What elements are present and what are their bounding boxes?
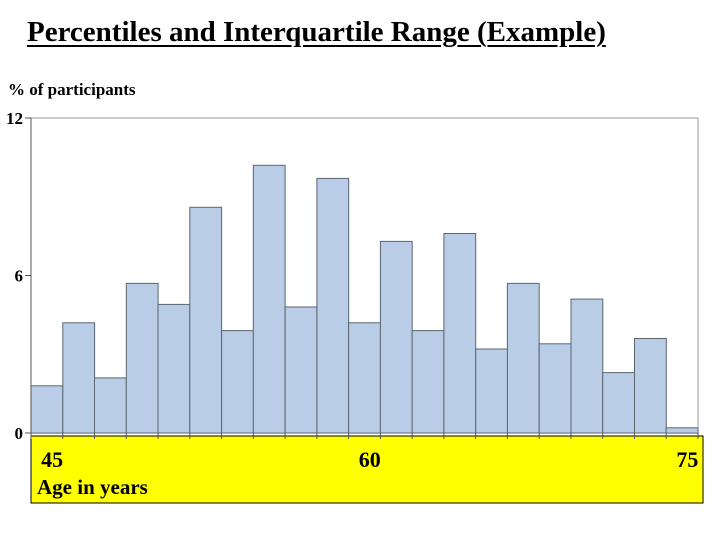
histogram-bar xyxy=(443,233,477,434)
histogram-bar xyxy=(62,322,96,434)
x-axis: 45 60 75 xyxy=(30,433,699,472)
y-axis-label: % of participants xyxy=(8,80,136,99)
y-tick-label: 12 xyxy=(6,109,23,128)
histogram-bar xyxy=(411,330,445,434)
histogram-bar xyxy=(348,322,381,434)
histogram-bar xyxy=(221,330,254,434)
histogram-bar xyxy=(252,164,286,434)
x-tick-label: 75 xyxy=(676,447,698,472)
x-axis-label: Age in years xyxy=(37,475,148,499)
y-tick-label: 0 xyxy=(15,424,24,443)
histogram-bar xyxy=(316,177,350,434)
histogram-bar xyxy=(602,372,636,434)
histogram-bar xyxy=(665,427,699,434)
histogram-bar xyxy=(538,343,572,434)
histogram-bar xyxy=(634,338,667,434)
histogram-bar xyxy=(475,348,509,434)
histogram-bar xyxy=(94,377,127,434)
histogram-bar xyxy=(284,306,318,434)
x-axis-highlight-box xyxy=(30,435,704,504)
y-tick-label: 6 xyxy=(15,267,24,286)
histogram-bars xyxy=(30,164,699,434)
histogram-bar xyxy=(157,303,191,434)
x-tick-label: 45 xyxy=(41,447,63,472)
histogram-bar xyxy=(189,206,223,434)
histogram-bar xyxy=(125,282,159,434)
x-tick-label: 60 xyxy=(359,447,381,472)
histogram-bar xyxy=(379,240,413,434)
histogram-bar xyxy=(570,298,604,434)
slide-title: Percentiles and Interquartile Range (Exa… xyxy=(27,16,606,48)
histogram-bar xyxy=(506,282,540,434)
x-axis-highlight-rect xyxy=(30,435,704,504)
y-axis: 0 6 12 xyxy=(6,109,32,443)
histogram-bar xyxy=(30,385,64,434)
